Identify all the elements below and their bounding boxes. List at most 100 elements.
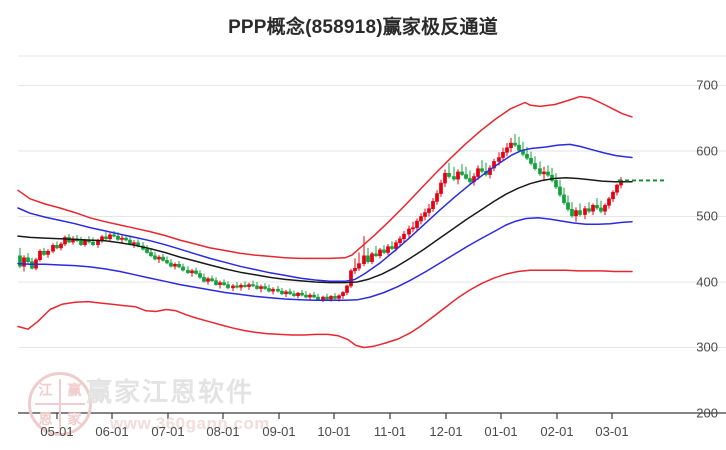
candle-body (603, 205, 607, 212)
candle-body (566, 202, 570, 210)
candle (267, 284, 271, 293)
candle (325, 293, 329, 301)
candle-body (443, 172, 447, 184)
candle (321, 295, 325, 303)
candle (26, 253, 30, 264)
candle-body (542, 171, 546, 175)
candle-body (292, 293, 296, 297)
candle-body (79, 240, 83, 245)
candle (186, 266, 190, 275)
candle-body (243, 284, 247, 287)
candle (120, 234, 124, 244)
candle-body (480, 168, 484, 172)
candle-body (599, 207, 603, 212)
candle (202, 273, 206, 283)
channel-line-极反通道中轨(黑) (17, 177, 633, 284)
candle (239, 283, 243, 291)
candle (51, 243, 55, 254)
candle-body (300, 292, 304, 296)
candle (357, 252, 361, 271)
candle (46, 249, 50, 258)
candle (501, 147, 505, 162)
candle (218, 280, 222, 289)
candle (583, 206, 587, 220)
candle-body (26, 257, 30, 262)
candle (214, 277, 218, 286)
candle-body (96, 240, 100, 245)
candle (374, 245, 378, 258)
candle (145, 245, 149, 254)
candlestick-series (18, 133, 623, 303)
candle (190, 268, 194, 277)
candle (472, 173, 476, 186)
candle (79, 236, 83, 246)
candle-body (419, 216, 423, 222)
candle (345, 284, 349, 296)
candle (443, 169, 447, 188)
candle (124, 235, 128, 242)
candle-body (525, 153, 529, 159)
candle-body (595, 205, 599, 209)
candle-body (427, 208, 431, 213)
candle (570, 202, 574, 218)
candle-body (492, 161, 496, 169)
candle-body (226, 284, 230, 289)
candle-body (562, 194, 566, 204)
candle-body (353, 267, 357, 272)
candle (452, 166, 456, 182)
candle (63, 235, 67, 246)
candle (104, 232, 108, 241)
channel-line-极反通道上轨(红) (17, 95, 633, 260)
candle (226, 281, 230, 290)
candle (611, 190, 615, 203)
candle (435, 190, 439, 205)
candle (247, 282, 251, 290)
candle (488, 165, 492, 179)
candle-body (112, 234, 116, 237)
candle (292, 290, 296, 298)
candle (75, 234, 79, 243)
candle (276, 285, 280, 293)
candle (243, 281, 247, 288)
candle-body (59, 243, 63, 249)
candle (300, 289, 304, 297)
candle-body (304, 294, 308, 298)
candle-body (468, 178, 472, 183)
candle (18, 247, 22, 269)
candle (108, 232, 112, 241)
candle (161, 253, 165, 262)
candle-body (173, 263, 177, 267)
candle (603, 203, 607, 216)
candle-body (447, 172, 451, 177)
candle (38, 249, 42, 262)
candle-body (370, 253, 374, 262)
candle (271, 287, 275, 295)
candle-body (83, 240, 87, 245)
candle-body (390, 246, 394, 249)
candle (173, 262, 177, 270)
candle (509, 137, 513, 153)
candle-body (231, 285, 235, 289)
candle-body (529, 157, 533, 164)
candle-body (476, 168, 480, 177)
candle (235, 281, 239, 289)
candle (456, 169, 460, 185)
candle-body (194, 270, 198, 274)
candle (149, 249, 153, 258)
candle-body (431, 201, 435, 209)
candle (407, 225, 411, 238)
candle (447, 162, 451, 179)
candle-body (198, 273, 202, 278)
candle-body (607, 198, 611, 206)
candle-body (464, 174, 468, 179)
candle (194, 267, 198, 275)
candle (423, 208, 427, 221)
candle (419, 213, 423, 225)
candle (468, 170, 472, 184)
candle-body (517, 144, 521, 151)
candle-body (452, 176, 456, 180)
candle-body (312, 294, 316, 298)
candle-body (38, 250, 42, 261)
candle (304, 291, 308, 299)
